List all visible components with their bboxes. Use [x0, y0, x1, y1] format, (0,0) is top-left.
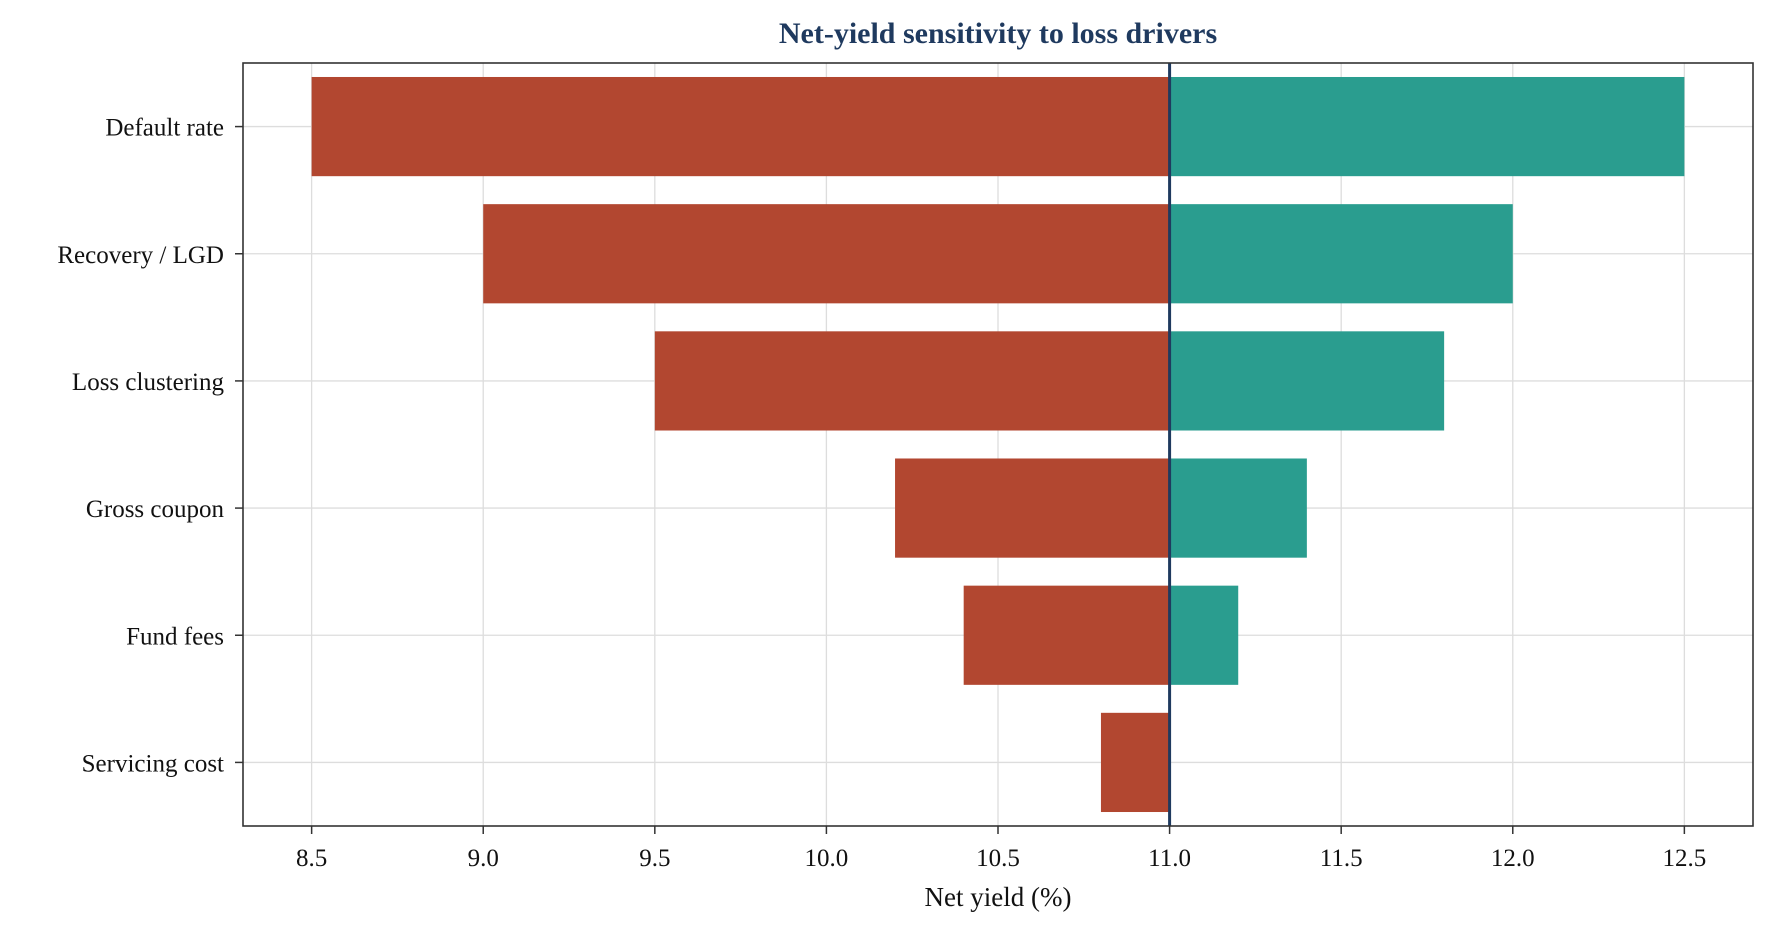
x-tick-label: 10.0 [805, 845, 849, 872]
y-tick-label: Gross coupon [86, 496, 225, 523]
x-tick-label: 12.5 [1662, 845, 1706, 872]
chart-title: Net-yield sensitivity to loss drivers [779, 17, 1217, 50]
high-bar [1169, 76, 1685, 177]
x-tick-label: 8.5 [296, 845, 327, 872]
x-axis-label: Net yield (%) [925, 882, 1072, 912]
x-tick-label: 10.5 [976, 845, 1020, 872]
y-tick-label: Loss clustering [72, 369, 225, 396]
low-bar [483, 204, 1170, 304]
axis-ticks: 8.5 9.0 9.5 10.0 10.5 11.0 11.5 12.0 12.5 Default… [57, 115, 1706, 872]
high-bar [1169, 204, 1513, 304]
low-bar [895, 458, 1170, 558]
high-bar [1169, 331, 1445, 431]
low-bar [963, 585, 1170, 685]
low-bar [311, 76, 1170, 177]
y-tick-label: Fund fees [126, 623, 224, 650]
x-tick-label: 9.5 [639, 845, 670, 872]
low-bar [1100, 712, 1170, 813]
bars [311, 76, 1685, 813]
x-tick-label: 12.0 [1491, 845, 1535, 872]
x-tick-label: 11.0 [1148, 845, 1191, 872]
y-tick-label: Servicing cost [82, 750, 224, 777]
y-tick-label: Recovery / LGD [57, 242, 224, 269]
high-bar [1169, 458, 1307, 558]
x-tick-label: 11.5 [1320, 845, 1363, 872]
low-bar [654, 331, 1170, 431]
grid-lines [243, 63, 1753, 826]
y-tick-label: Default rate [105, 115, 224, 142]
x-tick-label: 9.0 [468, 845, 499, 872]
high-bar [1169, 585, 1239, 685]
